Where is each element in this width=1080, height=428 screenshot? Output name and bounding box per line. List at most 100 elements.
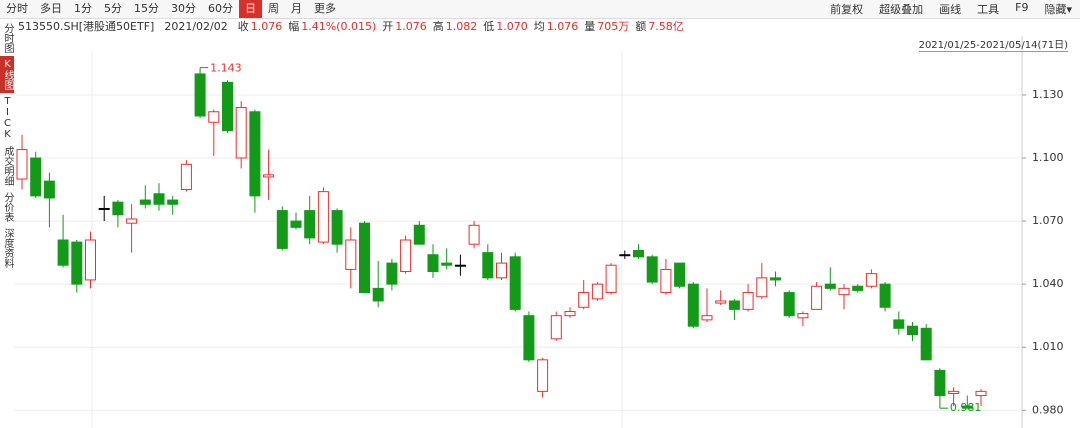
candle-body	[811, 285, 823, 310]
candle-body	[16, 149, 28, 180]
quote-info: 513550.SH[港股通50ETF] 2021/02/02 收 1.076 幅 1.…	[18, 19, 684, 35]
period-tab[interactable]: 多日	[40, 2, 62, 15]
period-tab[interactable]: 分时	[6, 2, 28, 15]
candle-body	[167, 199, 179, 205]
candle-body	[468, 224, 480, 245]
side-tab[interactable]: TICK	[2, 96, 13, 140]
quote-label: 高	[432, 20, 444, 33]
min-label: 0.981	[950, 401, 982, 414]
quote-item: 均 1.076	[534, 19, 579, 35]
side-tab[interactable]: K线图	[0, 56, 14, 93]
period-tab[interactable]: 周	[268, 2, 279, 15]
period-tab[interactable]: 5分	[104, 2, 122, 15]
candle-body	[728, 300, 740, 310]
tool-button[interactable]: 隐藏▾	[1044, 3, 1072, 16]
candle-body	[879, 283, 891, 308]
candle-body	[756, 277, 768, 298]
candle-body	[523, 315, 535, 361]
candle-body	[550, 315, 562, 340]
candle-body	[304, 210, 316, 239]
candle-body	[920, 327, 932, 361]
tool-button[interactable]: 前复权	[830, 3, 864, 16]
candle-body	[975, 390, 987, 397]
candle-body	[537, 359, 549, 392]
candle-body	[427, 254, 439, 273]
candle-body	[345, 239, 357, 270]
candle-body	[633, 250, 644, 258]
period-tab[interactable]: 月	[291, 2, 302, 15]
candle-body	[71, 241, 83, 285]
period-tab[interactable]: 日	[239, 0, 262, 18]
y-tick-label: 1.010	[1032, 340, 1064, 353]
period-tab[interactable]: 1分	[74, 2, 92, 15]
candle-body	[783, 292, 795, 317]
candle-body	[893, 319, 905, 329]
candle-body	[674, 262, 686, 287]
quote-label: 量	[584, 20, 596, 33]
tool-button[interactable]: 画线	[939, 3, 962, 16]
tool-button[interactable]: F9	[1015, 1, 1029, 14]
candle-body	[907, 325, 918, 336]
candle-body	[126, 218, 138, 224]
candle-body	[701, 315, 713, 321]
quote-value: 1.076	[395, 20, 427, 33]
quote-label: 均	[533, 20, 545, 33]
candle-body	[948, 390, 960, 394]
candle-body	[276, 210, 288, 249]
candle-body	[838, 287, 850, 296]
candle-body	[290, 220, 302, 228]
tool-button[interactable]: 超级叠加	[879, 3, 924, 16]
quote-label: 额	[635, 20, 647, 33]
candle-body	[687, 283, 699, 327]
period-tab[interactable]: 更多	[314, 2, 336, 15]
toolbar: 分时 多日 1分 5分 15分 30分 60分日周月更多 前复权 超级叠加 画线 工具 F9 隐藏▾	[0, 0, 1080, 19]
y-tick-label: 1.040	[1032, 277, 1064, 290]
y-tick-label: 1.070	[1032, 214, 1064, 227]
quote-item: 额 7.58亿	[635, 19, 684, 35]
candle-body	[235, 107, 247, 159]
quote-label: 开	[382, 20, 394, 33]
quote-value: 705万	[597, 20, 630, 33]
sidebar: 分时图 K线图 TICK 成交明细分价表深度资料	[0, 20, 14, 271]
side-tab[interactable]: 深度资料	[2, 228, 13, 268]
candle-body	[180, 163, 192, 191]
period-tab[interactable]: 60分	[208, 2, 233, 15]
quote-value: 7.58亿	[648, 20, 684, 33]
candle-body	[43, 180, 55, 199]
date-range[interactable]: 2021/01/25-2021/05/14(71日)	[918, 36, 1068, 52]
candle-body	[865, 273, 877, 287]
tool-button[interactable]: 工具	[977, 3, 1000, 16]
side-tab[interactable]: 分时图	[2, 23, 13, 53]
side-tab[interactable]: 成交明细	[2, 146, 13, 186]
quote-label: 收	[237, 20, 249, 33]
quote-item: 幅 1.41%(0.015)	[288, 19, 376, 35]
candle-body	[578, 292, 590, 308]
candle-body	[852, 285, 864, 291]
candle-body	[372, 287, 384, 302]
candle-body	[331, 210, 343, 245]
quote-item: 低 1.070	[483, 19, 528, 35]
candle-body	[263, 174, 275, 178]
candle-body	[222, 81, 233, 132]
quote-value: 1.082	[445, 20, 478, 33]
date: 2021/02/02	[164, 20, 228, 33]
period-tab[interactable]: 15分	[134, 2, 159, 15]
quote-item: 收 1.076	[238, 19, 283, 35]
side-tab[interactable]: 分价表	[2, 192, 13, 222]
code: 513550.SH[港股通50ETF]	[18, 20, 155, 33]
max-label: 1.143	[210, 62, 242, 75]
quote-item: 高 1.082	[433, 19, 478, 35]
quote-value: 1.070	[496, 20, 528, 33]
period-tab[interactable]: 30分	[171, 2, 196, 15]
candle-body	[646, 256, 658, 283]
quote-value: 1.076	[250, 20, 283, 33]
candle-body	[98, 207, 110, 210]
quote-value: 1.41%(0.015)	[301, 20, 377, 33]
y-tick-label: 1.130	[1032, 88, 1064, 101]
quote-label: 低	[483, 20, 495, 33]
candle-body	[454, 264, 466, 267]
candle-body	[564, 310, 576, 317]
y-tick-label: 0.980	[1032, 403, 1064, 416]
